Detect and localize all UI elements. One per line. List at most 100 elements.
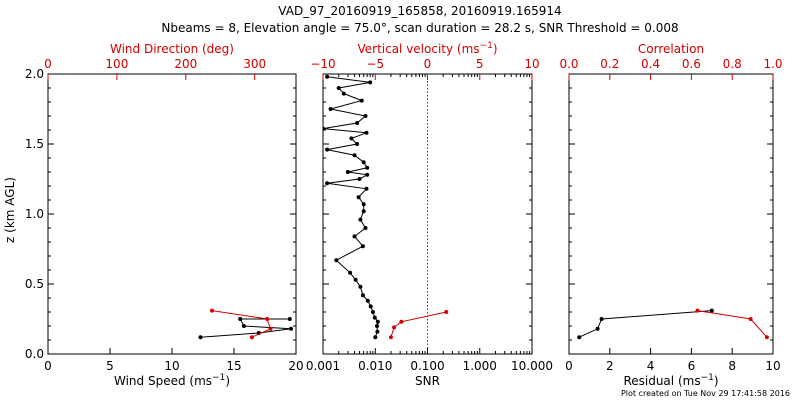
x-top-tick-label: 10: [524, 57, 539, 71]
data-point: [399, 319, 404, 324]
data-point: [352, 153, 357, 158]
data-point: [357, 177, 362, 181]
data-point: [370, 310, 375, 314]
data-point: [328, 107, 333, 111]
x-top-tick-label: 0: [424, 57, 432, 71]
data-point: [361, 209, 366, 214]
y-axis-label: z (km AGL): [3, 177, 17, 243]
data-point: [709, 308, 714, 313]
data-point: [364, 130, 369, 135]
x-bottom-tick-label: 8: [728, 359, 736, 373]
data-point: [325, 181, 330, 186]
data-point: [289, 326, 293, 331]
x-top-tick-label: 0.2: [600, 57, 619, 71]
data-point: [241, 324, 246, 328]
plot-frame: [47, 73, 297, 355]
y-tick-label: 0.5: [25, 277, 44, 291]
data-point: [748, 317, 753, 321]
x-bottom-tick-label: 20: [288, 359, 303, 373]
data-point: [695, 308, 700, 313]
data-point: [249, 335, 254, 340]
data-point: [375, 319, 380, 324]
data-point: [336, 86, 341, 90]
x-top-tick-label: 0.0: [559, 57, 578, 71]
x-top-tick-label: 5: [476, 57, 484, 71]
data-point: [323, 126, 325, 131]
x-top-tick-label: −10: [310, 57, 335, 71]
data-point: [355, 142, 360, 146]
x-top-tick-label: 1.0: [763, 57, 782, 71]
y-tick-label: 1.0: [25, 207, 44, 221]
data-point: [325, 147, 330, 152]
data-point: [368, 80, 373, 85]
x-bottom-tick-label: 1.000: [463, 359, 497, 373]
x-top-axis-title: Correlation: [638, 42, 704, 56]
data-point: [359, 98, 364, 103]
data-point: [287, 317, 292, 321]
data-point: [372, 315, 377, 320]
series-snr-1: [388, 310, 449, 340]
data-point: [356, 195, 361, 200]
data-point: [265, 317, 270, 321]
data-point: [358, 284, 363, 289]
data-point: [599, 317, 604, 321]
data-point: [349, 136, 354, 141]
x-top-tick-label: 200: [174, 57, 197, 71]
series-wind-0: [198, 317, 293, 340]
x-top-tick-label: 300: [243, 57, 266, 71]
data-point: [368, 304, 373, 309]
series-line: [578, 310, 712, 338]
data-point: [392, 325, 397, 330]
data-point: [365, 298, 370, 303]
figure-title-line2: Nbeams = 8, Elevation angle = 75.0°, sca…: [161, 21, 678, 35]
data-point: [358, 217, 363, 222]
data-point: [375, 329, 380, 334]
x-bottom-tick-label: 6: [688, 359, 696, 373]
x-bottom-tick-label: 10.000: [511, 359, 553, 373]
x-top-axis-title: Vertical velocity (ms−1): [357, 41, 497, 56]
data-point: [363, 114, 368, 118]
data-point: [361, 202, 366, 207]
series-line: [211, 310, 272, 338]
x-top-tick-label: 0: [44, 57, 52, 71]
series-line: [697, 310, 768, 338]
data-point: [341, 91, 346, 96]
x-top-tick-label: 0.8: [723, 57, 742, 71]
x-bottom-axis-title: Residual (ms−1): [623, 373, 718, 388]
data-point: [198, 335, 203, 340]
series-line: [200, 318, 292, 338]
data-point: [364, 186, 369, 191]
x-bottom-tick-label: 2: [606, 359, 614, 373]
x-bottom-tick-label: 10: [164, 359, 179, 373]
data-point: [348, 270, 353, 275]
x-top-axis-title: Wind Direction (deg): [110, 42, 234, 56]
data-point: [355, 121, 360, 125]
x-top-tick-label: −5: [366, 57, 384, 71]
x-bottom-tick-label: 0.100: [410, 359, 444, 373]
series-line: [390, 311, 447, 338]
panel-snr: 0.001 0.010 0.100 1.000 10.000 −10 −5 0 5 10 SNR Ve…: [306, 41, 553, 388]
x-bottom-tick-label: 0.010: [358, 359, 392, 373]
data-point: [361, 160, 366, 165]
y-tick-label: 2.0: [25, 67, 44, 81]
series-residual-1: [695, 308, 769, 340]
data-point: [764, 335, 769, 340]
x-top-tick-label: 100: [105, 57, 128, 71]
x-bottom-axis-title: Wind Speed (ms−1): [114, 373, 230, 388]
data-point: [388, 335, 393, 340]
series-residual-0: [577, 308, 714, 340]
data-point: [352, 234, 357, 239]
data-point: [365, 165, 370, 170]
data-point: [365, 172, 370, 177]
x-bottom-tick-label: 10: [765, 359, 780, 373]
panel-residual: 0 2 4 6 8 10 0.0 0.2 0.4 0.6 0.8 1.0 Residual (ms−1)…: [559, 42, 782, 388]
x-bottom-tick-label: 5: [106, 359, 114, 373]
plot-frame: [568, 73, 774, 355]
data-point: [353, 277, 358, 282]
footer-note: Plot created on Tue Nov 29 17:41:58 2016: [621, 389, 790, 398]
x-bottom-tick-label: 0: [565, 359, 573, 373]
data-point: [363, 226, 368, 230]
data-point: [360, 244, 365, 249]
